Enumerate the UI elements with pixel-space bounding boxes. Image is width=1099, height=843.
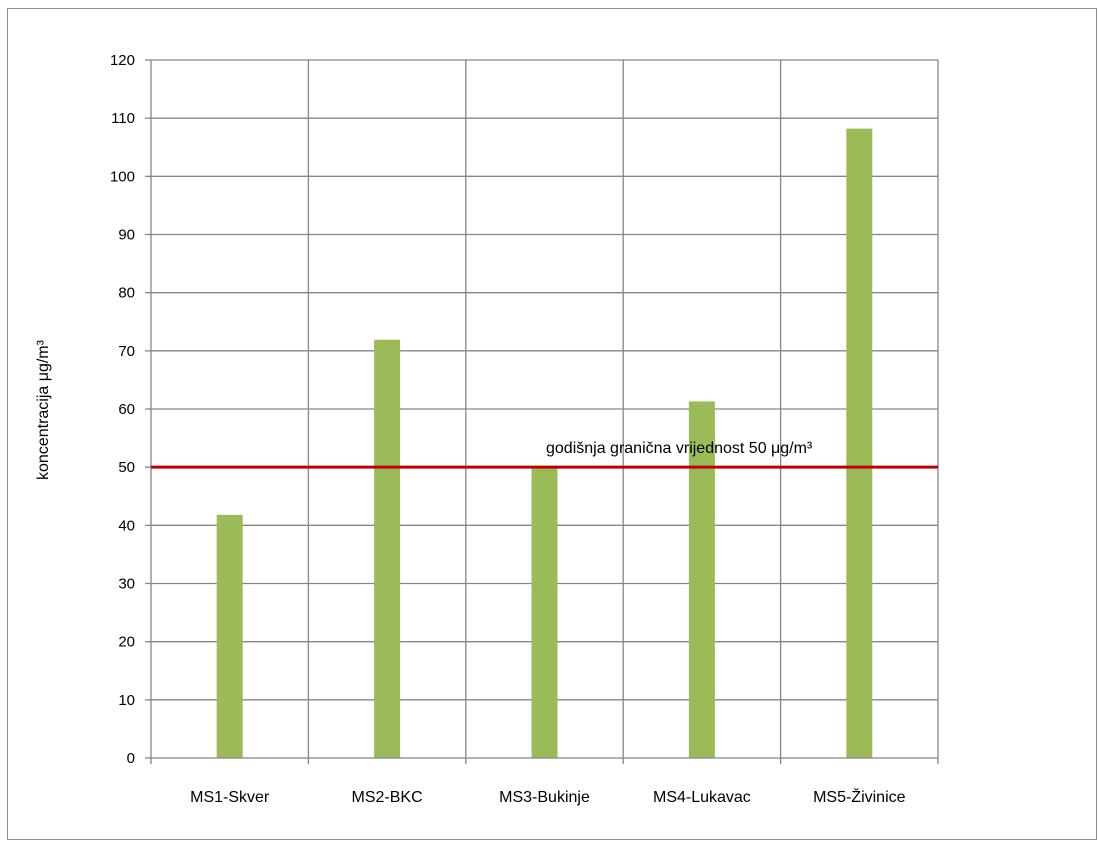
y-tick-label: 120 [110,52,135,69]
y-tick-label: 20 [118,634,135,651]
bar-2 [374,339,401,758]
y-tick-label: 60 [118,401,135,418]
x-tick-label: MS2-BKC [352,789,423,806]
bars [216,128,873,759]
y-tick-label: 30 [118,576,135,593]
y-tick-label: 100 [110,168,135,185]
grid-lines [151,59,939,758]
x-tick-label: MS4-Lukavac [653,789,751,806]
y-tick-label: 70 [118,343,135,360]
y-tick-label: 0 [127,750,135,767]
y-tick-label: 110 [111,110,135,127]
bar-4 [688,401,715,758]
bar-5 [846,128,873,759]
x-tick-label: MS3-Bukinje [499,789,590,806]
reference-line-label: godišnja granična vrijednost 50 μg/m³ [546,440,813,457]
x-tick-label: MS1-Skver [190,789,270,806]
bar-3 [531,466,558,758]
y-tick-label: 10 [118,692,135,709]
x-tick-label: MS5-Živinice [813,787,906,806]
y-tick-label: 90 [118,227,135,244]
y-tick-label: 40 [118,517,135,534]
bar-1 [216,514,243,758]
y-tick-label: 50 [118,459,135,476]
axes: 0 10 20 30 40 50 60 70 80 90 100 110 120 MS1-Skver MS2… [110,52,939,806]
y-tick-label: 80 [118,285,135,302]
y-axis-title: koncentracija μg/m³ [35,339,52,480]
